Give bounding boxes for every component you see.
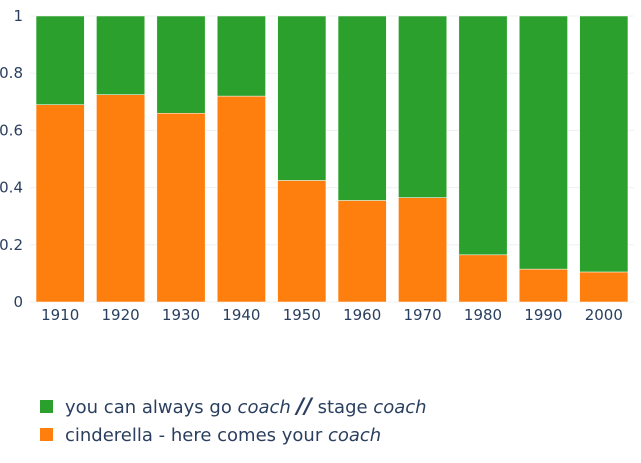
bar-stage-coach-1960 bbox=[337, 15, 387, 201]
x-tick-label: 1990 bbox=[524, 306, 562, 324]
x-tick-label: 2000 bbox=[585, 306, 623, 324]
bar-cinderella-1950 bbox=[277, 180, 327, 303]
y-tick-label: 0.2 bbox=[0, 236, 23, 254]
y-tick-label: 0.4 bbox=[0, 179, 23, 197]
legend-swatch bbox=[40, 428, 53, 441]
bar-cinderella-1960 bbox=[337, 200, 387, 303]
y-axis: 0 0.2 0.4 0.6 0.8 1 bbox=[0, 7, 23, 311]
bar-cinderella-2000 bbox=[579, 271, 629, 303]
bar-cinderella-1980 bbox=[458, 254, 508, 303]
legend-label: you can always go coach // stage coach bbox=[65, 394, 427, 418]
x-axis: 1910 1920 1930 1940 1950 1960 1970 1980 1990 2000 bbox=[41, 306, 623, 324]
x-tick-label: 1970 bbox=[404, 306, 442, 324]
y-tick-label: 0 bbox=[13, 293, 23, 311]
legend-item-stage-coach: you can always go coach // stage coach bbox=[40, 394, 427, 418]
bar-stage-coach-1940 bbox=[216, 15, 266, 97]
y-tick-label: 1 bbox=[13, 7, 23, 25]
legend-item-cinderella: cinderella - here comes your coach bbox=[40, 425, 381, 446]
bar-cinderella-1910 bbox=[35, 104, 85, 303]
x-tick-label: 1930 bbox=[162, 306, 200, 324]
y-tick-label: 0.8 bbox=[0, 64, 23, 82]
x-tick-label: 1980 bbox=[464, 306, 502, 324]
bar-stage-coach-1920 bbox=[96, 15, 146, 95]
bar-cinderella-1920 bbox=[96, 94, 146, 303]
legend: you can always go coach // stage coach ci… bbox=[40, 394, 427, 446]
bar-cinderella-1940 bbox=[216, 95, 266, 303]
bar-stage-coach-1990 bbox=[518, 15, 568, 270]
bars bbox=[35, 15, 629, 303]
bar-stage-coach-1910 bbox=[35, 15, 85, 105]
legend-label: cinderella - here comes your coach bbox=[65, 425, 381, 446]
bar-stage-coach-1980 bbox=[458, 15, 508, 256]
x-tick-label: 1960 bbox=[343, 306, 381, 324]
bar-stage-coach-1970 bbox=[398, 15, 448, 198]
bar-cinderella-1970 bbox=[398, 197, 448, 303]
x-tick-label: 1920 bbox=[102, 306, 140, 324]
bar-cinderella-1990 bbox=[518, 268, 568, 303]
bar-cinderella-1930 bbox=[156, 112, 206, 303]
y-tick-label: 0.6 bbox=[0, 121, 23, 139]
bar-stage-coach-1950 bbox=[277, 15, 327, 181]
legend-swatch bbox=[40, 400, 53, 413]
x-tick-label: 1950 bbox=[283, 306, 321, 324]
bar-stage-coach-2000 bbox=[579, 15, 629, 273]
x-tick-label: 1910 bbox=[41, 306, 79, 324]
bar-stage-coach-1930 bbox=[156, 15, 206, 114]
x-tick-label: 1940 bbox=[222, 306, 260, 324]
